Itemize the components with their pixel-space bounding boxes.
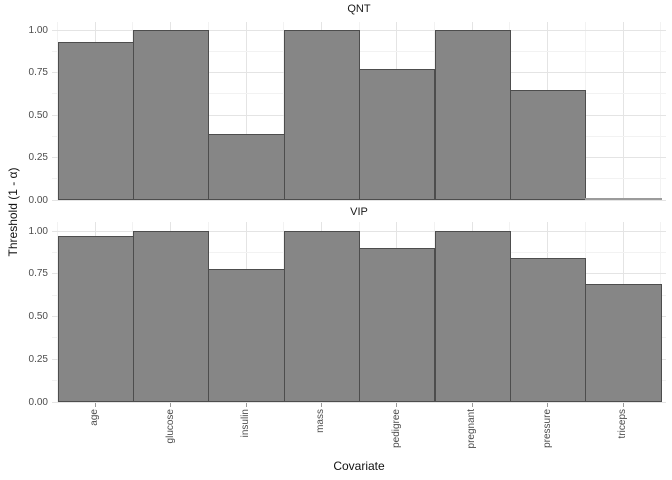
x-tick-mark	[622, 402, 624, 407]
y-tick-label: 0.50	[28, 109, 48, 121]
bar-mass	[283, 30, 361, 200]
bar-pressure	[509, 258, 587, 402]
y-tick-label: 0.25	[28, 152, 48, 163]
x-tick-label-insulin: insulin	[240, 409, 251, 438]
gridline-minor-v	[660, 22, 662, 200]
x-tick-mark	[94, 402, 96, 407]
y-axis-title: Threshold (1 - α)	[6, 167, 20, 257]
gridline-major-h	[52, 401, 666, 403]
bar-insulin	[208, 133, 285, 200]
x-tick-mark	[471, 402, 473, 407]
x-tick-mark	[320, 402, 322, 407]
y-tick-label: 0.50	[28, 311, 48, 322]
y-tick-label: 1.00	[28, 24, 48, 36]
bar-pedigree	[359, 248, 436, 402]
x-tick-label-pregnant: pregnant	[466, 409, 478, 449]
y-tick-label: 0.00	[28, 194, 48, 206]
x-tick-mark	[547, 402, 549, 407]
x-tick-label-glucose: glucose	[164, 409, 176, 444]
x-tick-label-pressure: pressure	[541, 409, 553, 448]
bar-glucose	[132, 231, 210, 402]
x-tick-label-mass: mass	[315, 409, 327, 433]
gridline-major-v	[622, 22, 624, 200]
bar-mass	[283, 231, 361, 402]
bar-age	[57, 41, 134, 200]
y-tick-label: 0.75	[28, 268, 48, 280]
facet-strip-qnt: QNT	[347, 3, 371, 15]
y-tick-label: 0.25	[28, 353, 48, 365]
bar-pregnant	[434, 30, 511, 200]
facet-strip-vip: VIP	[350, 206, 368, 218]
y-tick-label: 0.75	[28, 67, 48, 78]
y-tick-label: 1.00	[28, 225, 48, 237]
x-axis-title: Covariate	[333, 459, 385, 473]
bar-pressure	[509, 89, 587, 200]
y-tick-label: 0.00	[28, 396, 48, 408]
gridline-major-h	[52, 199, 666, 201]
x-tick-mark	[396, 402, 398, 407]
x-tick-label-triceps: triceps	[617, 409, 628, 439]
bar-insulin	[208, 268, 285, 402]
x-tick-label-age: age	[89, 409, 101, 426]
bar-pregnant	[434, 231, 511, 402]
gridline-major-v	[245, 22, 247, 200]
bar-age	[57, 236, 134, 402]
x-tick-mark	[245, 402, 247, 407]
x-tick-label-pedigree: pedigree	[390, 409, 402, 448]
bar-triceps-zero	[585, 198, 662, 200]
x-tick-mark	[170, 402, 172, 407]
bar-glucose	[132, 30, 210, 200]
bar-triceps	[585, 284, 662, 402]
bar-pedigree	[359, 69, 436, 200]
